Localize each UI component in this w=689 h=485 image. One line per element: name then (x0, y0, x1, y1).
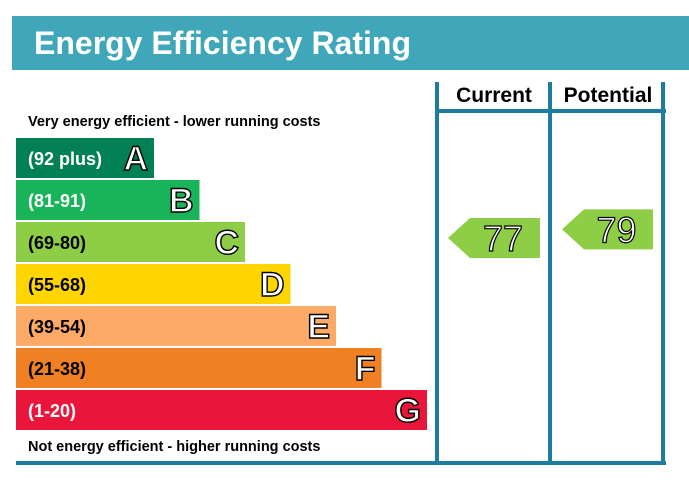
band-letter-a: A (123, 140, 148, 178)
potential-rating-value: 79 (596, 209, 636, 250)
band-bar-e (16, 306, 336, 346)
band-bar-d (16, 264, 291, 304)
caption-top: Very energy efficient - lower running co… (28, 114, 321, 130)
band-bar-c (16, 222, 245, 262)
band-range-b: (81-91) (28, 191, 86, 211)
band-letter-b: B (169, 182, 194, 220)
header-banner: Energy Efficiency Rating (12, 16, 689, 70)
band-letter-g: G (395, 392, 421, 430)
band-letter-d: D (260, 266, 285, 304)
band-letter-e: E (307, 308, 330, 346)
band-range-f: (21-38) (28, 359, 86, 379)
band-bar-a (16, 138, 154, 178)
current-rating-value: 77 (483, 218, 523, 259)
current-rating-arrow (448, 218, 540, 258)
band-letter-c: C (214, 224, 239, 262)
potential-rating-arrow (562, 209, 653, 250)
column-header-potential: Potential (564, 84, 653, 107)
rating-markers: 77 79 (448, 209, 653, 260)
band-range-g: (1-20) (28, 401, 76, 421)
chart-frame (16, 82, 666, 465)
band-range-c: (69-80) (28, 233, 86, 253)
page-title: Energy Efficiency Rating (34, 25, 411, 61)
band-letter-f: F (355, 350, 376, 388)
band-range-d: (55-68) (28, 275, 86, 295)
caption-bottom: Not energy efficient - higher running co… (28, 439, 320, 455)
band-bar-b (16, 180, 200, 220)
band-range-e: (39-54) (28, 317, 86, 337)
band-bar-f (16, 348, 382, 388)
band-range-a: (92 plus) (28, 149, 102, 169)
column-header-current: Current (456, 84, 532, 107)
band-bar-g (16, 390, 427, 430)
rating-bands: (92 plus) A (81-91) B (69-80) C (55-68) D (39-54… (16, 138, 427, 431)
